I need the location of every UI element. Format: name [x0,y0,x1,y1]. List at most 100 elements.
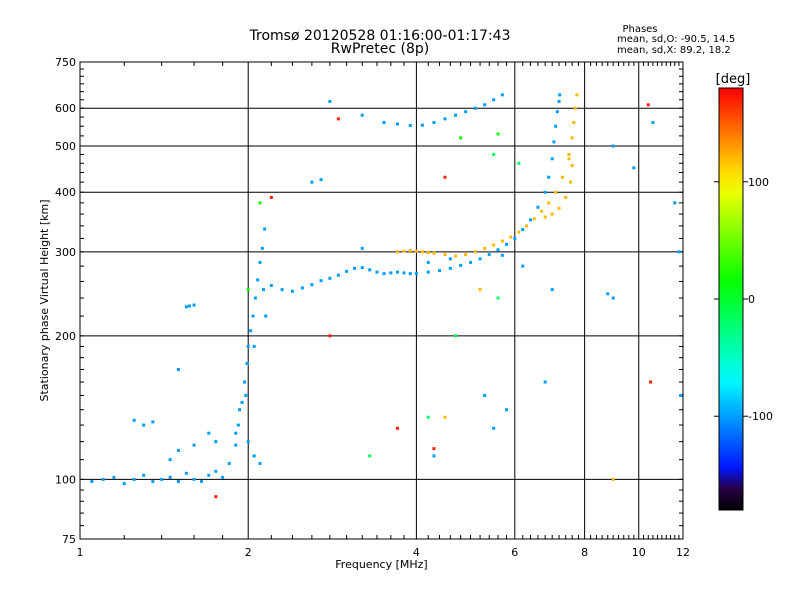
data-point [443,415,447,419]
data-point [543,190,547,194]
data-point [360,266,364,270]
data-point [505,242,509,246]
data-point [521,264,525,268]
data-point [543,380,547,384]
y-axis-label: Stationary phase Virtual Height [km] [38,199,51,401]
data-point [420,250,424,254]
y-tick-label: 200 [55,330,76,343]
data-point [536,205,540,209]
data-point [122,482,126,486]
data-point [132,477,136,481]
x-tick-label: 8 [581,546,588,559]
data-point [677,250,681,254]
data-point [290,289,294,293]
data-point [500,239,504,243]
data-point [500,253,504,257]
x-tick-label: 6 [511,546,518,559]
y-tick-label: 75 [62,533,76,546]
data-point [345,269,349,273]
x-axis-label: Frequency [MHz] [335,558,427,571]
data-point [567,152,571,156]
data-point [251,314,255,318]
data-point [214,440,218,444]
data-point [575,93,579,97]
data-point [176,448,180,452]
data-point [611,477,615,481]
data-point [606,292,610,296]
data-point [260,246,264,250]
data-point [389,271,393,275]
data-point [238,408,242,412]
data-point [521,228,525,232]
data-point [252,454,256,458]
data-point [142,473,146,477]
data-point [540,209,544,213]
plot-area [80,62,683,539]
data-point [557,206,561,210]
data-point [473,106,477,110]
y-tick-label: 750 [55,56,76,69]
chart-subtitle: RwPretec (8p) [330,41,430,57]
data-point [246,344,250,348]
data-point [646,103,650,107]
data-point [168,458,172,462]
data-point [525,224,529,228]
data-point [214,495,218,499]
data-point [395,122,399,126]
data-point [517,230,521,234]
data-point [505,408,509,412]
data-point [448,266,452,270]
data-point [554,190,558,194]
data-point [207,431,211,435]
data-point [176,479,180,483]
data-point [151,479,155,483]
data-point [214,469,218,473]
data-point [184,305,188,309]
data-point [101,477,105,481]
data-point [246,288,250,292]
data-point [483,103,487,107]
data-point [528,218,532,222]
data-point [328,334,332,338]
y-tick-label: 300 [55,246,76,259]
data-point [496,248,500,252]
data-point [160,477,164,481]
data-point [264,314,268,318]
data-point [464,253,468,257]
colorbar [718,87,744,511]
data-point [207,473,211,477]
data-point [554,124,558,128]
data-point [246,440,250,444]
data-point [550,212,554,216]
data-point [245,361,249,365]
x-tick-label: 12 [676,546,690,559]
data-point [319,178,323,182]
y-tick-label: 500 [55,140,76,153]
data-point [483,393,487,397]
data-point [679,393,683,397]
data-point [353,266,357,270]
data-point [550,157,554,161]
data-point [649,380,653,384]
data-point [360,246,364,250]
data-point [432,251,436,255]
data-point [360,113,364,117]
data-point [269,283,273,287]
data-point [478,257,482,261]
x-tick-label: 1 [77,546,84,559]
data-point [234,431,238,435]
colorbar-tick-label: 100 [748,176,769,189]
data-point [492,426,496,430]
data-point [395,270,399,274]
data-point [448,257,452,261]
data-point [438,269,442,273]
data-point [443,175,447,179]
data-point [552,140,556,144]
data-point [464,110,468,114]
data-point [454,254,458,258]
data-point [244,393,248,397]
data-point [408,123,412,127]
data-point [547,201,551,205]
data-point [513,236,517,240]
